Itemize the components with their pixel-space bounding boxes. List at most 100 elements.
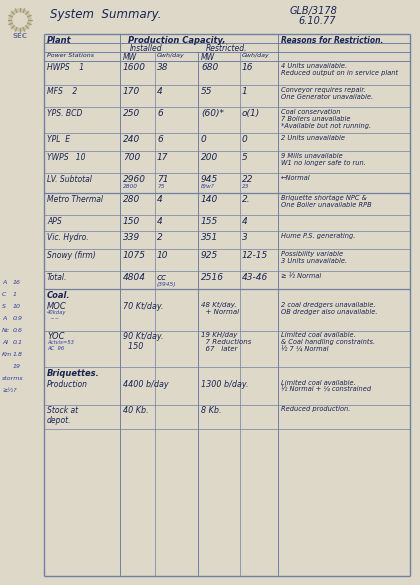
Text: MOC: MOC bbox=[47, 302, 67, 311]
Text: 17: 17 bbox=[157, 153, 168, 162]
Text: 4: 4 bbox=[157, 195, 163, 204]
Text: 16: 16 bbox=[13, 280, 21, 285]
Text: 170: 170 bbox=[123, 87, 140, 96]
Text: ≥ ½ Normal: ≥ ½ Normal bbox=[281, 273, 321, 279]
Text: 22: 22 bbox=[242, 175, 254, 184]
Text: 0.9: 0.9 bbox=[13, 316, 23, 321]
Text: 1300 b/day.: 1300 b/day. bbox=[201, 380, 249, 389]
Text: 0: 0 bbox=[242, 135, 248, 144]
Text: 70 Kt/day.: 70 Kt/day. bbox=[123, 302, 163, 311]
Text: 1: 1 bbox=[13, 292, 17, 297]
Text: 945: 945 bbox=[201, 175, 218, 184]
Text: 3: 3 bbox=[242, 233, 248, 242]
Text: 2: 2 bbox=[157, 233, 163, 242]
Text: 2800: 2800 bbox=[123, 184, 138, 189]
Text: 40 Kb.: 40 Kb. bbox=[123, 406, 149, 415]
Text: 140: 140 bbox=[201, 195, 218, 204]
Text: 2 coal dredgers unavailable.
OB dredger also unavailable.: 2 coal dredgers unavailable. OB dredger … bbox=[281, 302, 378, 315]
Text: 90 Kt/day.
  150: 90 Kt/day. 150 bbox=[123, 332, 163, 352]
Text: storms: storms bbox=[2, 376, 24, 381]
Text: ←Normal: ←Normal bbox=[281, 175, 311, 181]
Text: Limited coal available.
& Coal handling constraints.
½ 7 ¼ Normal: Limited coal available. & Coal handling … bbox=[281, 332, 375, 352]
Text: 4: 4 bbox=[157, 217, 163, 226]
Text: 0.6: 0.6 bbox=[13, 328, 23, 333]
Text: 680: 680 bbox=[201, 63, 218, 72]
Text: 2516: 2516 bbox=[201, 273, 224, 282]
Text: 925: 925 bbox=[201, 251, 218, 260]
Text: Actvis=53
AC  96: Actvis=53 AC 96 bbox=[47, 340, 74, 351]
Text: 12-15: 12-15 bbox=[242, 251, 268, 260]
Text: Plant: Plant bbox=[47, 36, 72, 45]
Text: 240: 240 bbox=[123, 135, 140, 144]
Text: Total.: Total. bbox=[47, 273, 67, 282]
Text: Snowy (firm): Snowy (firm) bbox=[47, 251, 96, 260]
Text: 10: 10 bbox=[157, 251, 168, 260]
Text: MFS    2: MFS 2 bbox=[47, 87, 77, 96]
Text: YPS. BCD: YPS. BCD bbox=[47, 109, 82, 118]
Text: Briquette shortage NPC &
One Boiler unavailable RPB: Briquette shortage NPC & One Boiler unav… bbox=[281, 195, 372, 208]
Text: 4400 b/day: 4400 b/day bbox=[123, 380, 168, 389]
Text: 4 Units unavailable.
Reduced output on in service plant: 4 Units unavailable. Reduced output on i… bbox=[281, 63, 398, 76]
Text: cc: cc bbox=[157, 273, 167, 282]
Text: 200: 200 bbox=[201, 153, 218, 162]
Text: C: C bbox=[2, 292, 6, 297]
Text: 55: 55 bbox=[201, 87, 213, 96]
Text: 1075: 1075 bbox=[123, 251, 146, 260]
Text: (60)*: (60)* bbox=[201, 109, 224, 118]
Text: 2.: 2. bbox=[242, 195, 251, 204]
Text: System  Summary.: System Summary. bbox=[50, 8, 162, 21]
Text: 250: 250 bbox=[123, 109, 140, 118]
Text: 6.10.77: 6.10.77 bbox=[298, 16, 336, 26]
Text: Metro Thermal: Metro Thermal bbox=[47, 195, 103, 204]
Text: Restricted.: Restricted. bbox=[206, 44, 247, 53]
Text: Stock at
depot.: Stock at depot. bbox=[47, 406, 78, 425]
Text: 280: 280 bbox=[123, 195, 140, 204]
Text: 0.1: 0.1 bbox=[13, 340, 23, 345]
Text: 19: 19 bbox=[13, 364, 21, 369]
Text: 38: 38 bbox=[157, 63, 168, 72]
Text: 19 KH/day
  7 Reductions
  67   later: 19 KH/day 7 Reductions 67 later bbox=[201, 332, 252, 352]
Text: YOC: YOC bbox=[47, 332, 65, 341]
Text: 4804: 4804 bbox=[123, 273, 146, 282]
Text: HWPS    1: HWPS 1 bbox=[47, 63, 84, 72]
Text: B/w?: B/w? bbox=[201, 184, 215, 189]
Text: 71: 71 bbox=[157, 175, 168, 184]
Text: Gwh/day: Gwh/day bbox=[242, 53, 270, 58]
Text: Installed: Installed bbox=[130, 44, 163, 53]
Text: 5: 5 bbox=[242, 153, 248, 162]
Text: 10: 10 bbox=[13, 304, 21, 309]
Text: 0: 0 bbox=[201, 135, 207, 144]
Circle shape bbox=[9, 9, 31, 31]
Text: 6: 6 bbox=[157, 109, 163, 118]
Text: Km: Km bbox=[2, 352, 12, 357]
Text: Al: Al bbox=[2, 340, 8, 345]
Text: 4: 4 bbox=[242, 217, 248, 226]
Text: 1.8: 1.8 bbox=[13, 352, 23, 357]
Text: 700: 700 bbox=[123, 153, 140, 162]
Text: Reduced production.: Reduced production. bbox=[281, 406, 350, 412]
Text: MW: MW bbox=[123, 53, 137, 62]
Circle shape bbox=[13, 13, 27, 27]
Text: 75: 75 bbox=[157, 184, 165, 189]
Text: GLB/3178: GLB/3178 bbox=[290, 6, 338, 16]
Text: Production: Production bbox=[47, 380, 88, 389]
Text: o(1): o(1) bbox=[242, 109, 260, 118]
Text: Coal conservation
7 Boilers unavailable
*Available but not running.: Coal conservation 7 Boilers unavailable … bbox=[281, 109, 371, 129]
Text: 4: 4 bbox=[157, 87, 163, 96]
Text: Conveyor requires repair.
One Generator unavailable.: Conveyor requires repair. One Generator … bbox=[281, 87, 373, 100]
Text: 23: 23 bbox=[242, 184, 249, 189]
Text: (3945): (3945) bbox=[157, 282, 176, 287]
Text: 150: 150 bbox=[123, 217, 140, 226]
Text: Nc: Nc bbox=[2, 328, 10, 333]
Text: 2 Units unavailable: 2 Units unavailable bbox=[281, 135, 345, 141]
Text: 6: 6 bbox=[157, 135, 163, 144]
Text: 1600: 1600 bbox=[123, 63, 146, 72]
Text: 40kday
  ~~: 40kday ~~ bbox=[47, 310, 66, 321]
Text: SEC: SEC bbox=[13, 33, 27, 39]
Text: Reasons for Restriction.: Reasons for Restriction. bbox=[281, 36, 383, 45]
Text: APS: APS bbox=[47, 217, 62, 226]
Text: Limited coal available.
½ Normal + ¼ constrained: Limited coal available. ½ Normal + ¼ con… bbox=[281, 380, 371, 393]
Text: Hume P.S. generating.: Hume P.S. generating. bbox=[281, 233, 355, 239]
Text: 351: 351 bbox=[201, 233, 218, 242]
Text: Production Capacity,: Production Capacity, bbox=[128, 36, 226, 45]
